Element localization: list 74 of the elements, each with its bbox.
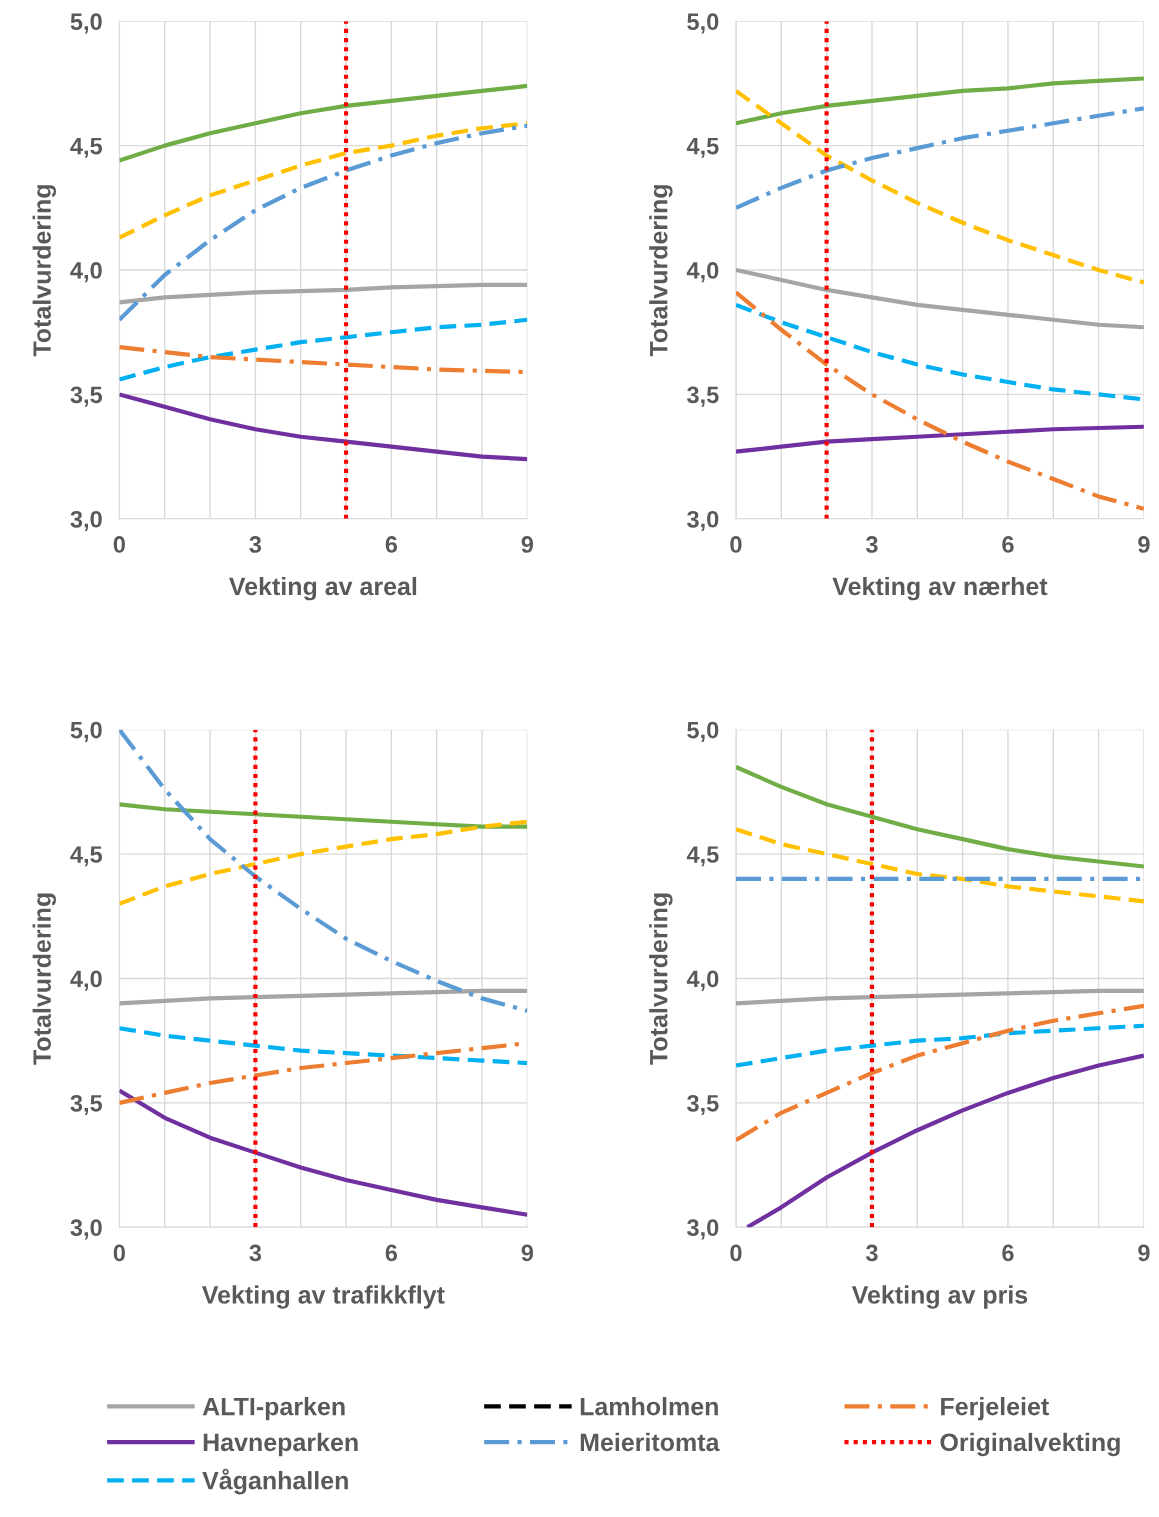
y-tick-label: 3,5 <box>70 1094 103 1116</box>
y-tick-label: 3,5 <box>687 1094 719 1116</box>
y-tick-label: 3,0 <box>687 510 719 532</box>
line-series <box>119 802 528 829</box>
x-tick-label: 3 <box>249 1244 262 1262</box>
line-series <box>735 76 1144 126</box>
y-tick-label: 5,0 <box>70 721 102 742</box>
x-axis-title: Vekting av nærhet <box>832 576 1048 601</box>
x-tick-label: 6 <box>1002 1244 1014 1262</box>
y-tick-label: 3,0 <box>70 1219 102 1240</box>
line-series <box>745 1053 1144 1228</box>
x-tick-label: 6 <box>1002 536 1014 553</box>
x-tick-label: 0 <box>730 536 742 553</box>
line-series <box>735 424 1144 454</box>
x-tick-label: 9 <box>521 1244 534 1262</box>
line-series <box>735 267 1144 330</box>
legend-label: Havneparken <box>203 1432 358 1457</box>
x-tick-label: 0 <box>113 536 125 553</box>
y-tick-label: 4,5 <box>686 846 719 867</box>
y-tick-label: 4,5 <box>686 137 719 158</box>
line-series <box>119 1088 528 1217</box>
legend-label: Våganhallen <box>202 1468 348 1495</box>
y-tick-label: 4,0 <box>686 262 719 283</box>
line-series <box>735 988 1144 1006</box>
x-tick-label: 0 <box>730 1244 742 1262</box>
y-tick-label: 3,5 <box>70 386 103 407</box>
y-tick-label: 3,5 <box>687 386 719 407</box>
x-tick-label: 9 <box>1138 536 1150 553</box>
x-axis-title: Vekting av areal <box>229 576 417 601</box>
y-tick-label: 4,5 <box>70 137 103 158</box>
y-tick-label: 5,0 <box>687 721 719 742</box>
x-tick-label: 0 <box>113 1244 125 1262</box>
line-series <box>119 282 528 305</box>
line-series <box>119 123 528 322</box>
y-tick-label: 4,5 <box>70 846 103 867</box>
y-tick-label: 4,0 <box>70 262 102 283</box>
y-tick-label: 5,0 <box>70 13 102 34</box>
y-tick-label: 4,0 <box>70 970 102 991</box>
line-series <box>735 1003 1144 1143</box>
x-tick-label: 6 <box>385 536 398 553</box>
line-series <box>735 88 1144 285</box>
line-series <box>735 106 1144 210</box>
y-axis-title: Totalvurdering <box>649 893 673 1065</box>
line-series <box>119 83 528 163</box>
line-series <box>735 827 1144 904</box>
legend-label: ALTI-parken <box>202 1397 345 1421</box>
line-series <box>119 121 528 240</box>
y-tick-label: 3,0 <box>70 510 102 532</box>
y-tick-label: 5,0 <box>687 13 719 34</box>
y-axis-title: Totalvurdering <box>649 185 673 357</box>
line-series <box>735 764 1144 869</box>
x-axis-title: Vekting av pris <box>851 1285 1028 1309</box>
line-series <box>119 988 528 1006</box>
line-series <box>119 1026 528 1066</box>
legend-label: Ferjeleiet <box>941 1397 1049 1421</box>
x-tick-label: 9 <box>521 536 534 553</box>
legend-label: Lamholmen <box>580 1397 718 1416</box>
line-series <box>735 290 1144 511</box>
y-axis-title: Totalvurdering <box>32 185 56 357</box>
line-series <box>735 1023 1144 1068</box>
line-series <box>119 819 528 906</box>
x-tick-label: 3 <box>865 1244 878 1262</box>
legend-label: Meieritomta <box>580 1432 720 1452</box>
y-tick-label: 4,0 <box>686 970 719 991</box>
x-tick-label: 9 <box>1138 1244 1150 1262</box>
x-tick-label: 3 <box>865 536 878 553</box>
x-tick-label: 6 <box>385 1244 398 1262</box>
legend-label: Originalvekting <box>940 1432 1120 1457</box>
y-axis-title: Totalvurdering <box>32 893 56 1065</box>
y-tick-label: 3,0 <box>687 1219 719 1240</box>
line-series <box>119 392 528 462</box>
x-axis-title: Vekting av trafikkflyt <box>201 1285 445 1309</box>
x-tick-label: 3 <box>249 536 262 553</box>
line-series <box>119 317 528 382</box>
